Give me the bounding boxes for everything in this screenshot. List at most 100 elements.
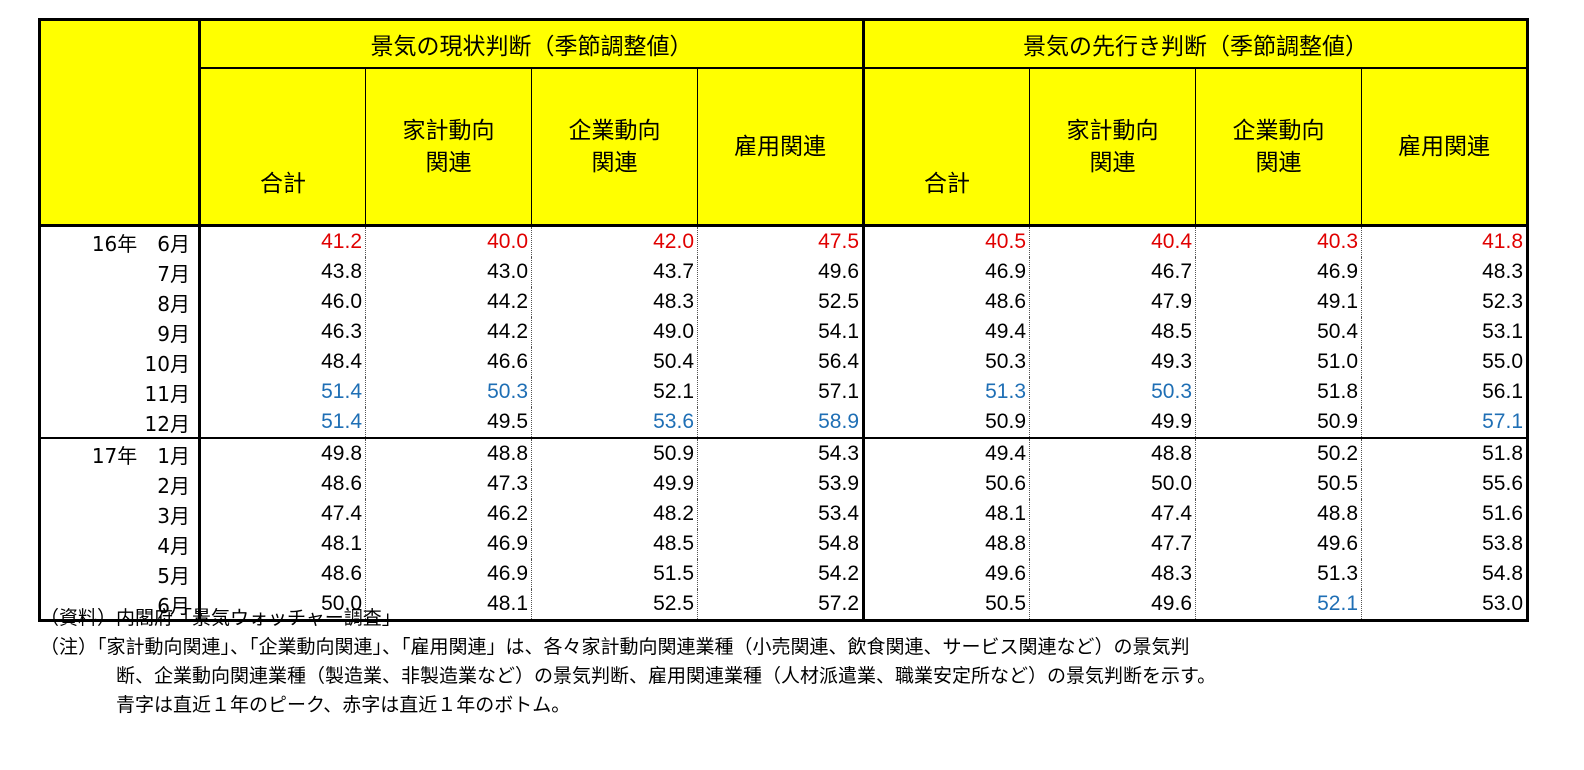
value-cell: 58.9	[697, 407, 864, 438]
table-row: 8月 46.0 44.2 48.3 52.5 48.6 47.9 49.1 52.3	[40, 287, 1528, 317]
value-cell: 54.1	[697, 317, 864, 347]
row-label: 11月	[144, 381, 190, 406]
value-cell: 44.2	[365, 287, 532, 317]
value-cell: 48.5	[1029, 317, 1196, 347]
value-cell: 53.6	[531, 407, 698, 438]
value-cell: 57.1	[697, 377, 864, 407]
row-label: 12月	[144, 411, 190, 436]
value-cell: 48.3	[531, 287, 698, 317]
note-line-2: 断、企業動向関連業種（製造業、非製造業など）の景気判断、雇用関連業種（人材派遣業…	[116, 665, 1217, 687]
note-line-1: （注）「家計動向関連」、「企業動向関連」、「雇用関連」は、各々家計動向関連業種（…	[40, 636, 1190, 658]
row-label: 10月	[144, 351, 190, 376]
table-row: 12月 51.4 49.5 53.6 58.9 50.9 49.9 50.9 57.1	[40, 407, 1528, 438]
source-note: （資料）内閣府「景気ウォッチャー調査」	[40, 607, 401, 629]
table-row: 3月 47.4 46.2 48.2 53.4 48.1 47.4 48.8 51.6	[40, 499, 1528, 529]
row-label: 16年 6月	[39, 224, 200, 257]
value-cell: 52.1	[531, 377, 698, 407]
value-cell: 46.2	[365, 499, 532, 529]
row-label: 5月	[157, 563, 190, 588]
row-label: 7月	[157, 261, 190, 286]
value-cell: 50.5	[1195, 469, 1362, 499]
note-line-3: 青字は直近１年のピーク、赤字は直近１年のボトム。	[116, 694, 571, 716]
header-current-employment: 雇用関連	[697, 68, 864, 226]
value-cell: 46.9	[862, 257, 1030, 287]
value-cell: 51.4	[198, 407, 366, 438]
value-cell: 42.0	[531, 224, 698, 257]
value-cell: 51.3	[1195, 559, 1362, 589]
value-cell: 51.3	[862, 377, 1030, 407]
value-cell: 56.4	[697, 347, 864, 377]
value-cell: 49.6	[862, 559, 1030, 589]
table-row: 16年 6月 41.2 40.0 42.0 47.5 40.5 40.4 40.3 41.8	[39, 224, 1528, 257]
value-cell: 56.1	[1361, 377, 1528, 407]
row-label: 2月	[157, 473, 190, 498]
value-cell: 53.4	[697, 499, 864, 529]
value-cell: 48.8	[365, 437, 532, 469]
value-cell: 47.9	[1029, 287, 1196, 317]
value-cell: 54.3	[697, 437, 864, 469]
header-current-household: 家計動向 関連	[365, 68, 532, 226]
value-cell: 53.9	[697, 469, 864, 499]
value-cell: 47.4	[1029, 499, 1196, 529]
value-cell: 48.8	[862, 529, 1030, 559]
value-cell: 43.0	[365, 257, 532, 287]
value-cell: 54.8	[697, 529, 864, 559]
value-cell: 52.5	[697, 287, 864, 317]
row-label: 8月	[157, 291, 190, 316]
notes: （資料）内閣府「景気ウォッチャー調査」 （注）「家計動向関連」、「企業動向関連」…	[40, 604, 1540, 720]
table-row: 6月 50.0 48.1 52.5 57.2 50.5 49.6 52.1 53.0	[40, 589, 1528, 621]
value-cell: 52.5	[531, 589, 698, 621]
table-row: 2月 48.6 47.3 49.9 53.9 50.6 50.0 50.5 55.6	[40, 469, 1528, 499]
value-cell: 48.5	[531, 529, 698, 559]
value-cell: 50.9	[531, 437, 698, 469]
header-outlook-employment: 雇用関連	[1361, 68, 1528, 226]
value-cell: 50.2	[1195, 437, 1362, 469]
value-cell: 51.5	[531, 559, 698, 589]
value-cell: 47.4	[198, 499, 366, 529]
value-cell: 55.6	[1361, 469, 1528, 499]
value-cell: 48.2	[531, 499, 698, 529]
value-cell: 53.0	[1361, 589, 1528, 621]
value-cell: 41.8	[1361, 224, 1528, 257]
value-cell: 41.2	[198, 224, 366, 257]
value-cell: 40.3	[1195, 224, 1362, 257]
header-outlook: 景気の先行き判断（季節調整値）	[862, 19, 1528, 69]
value-cell: 46.0	[198, 287, 366, 317]
value-cell: 48.4	[198, 347, 366, 377]
corner-cell	[39, 19, 200, 226]
value-cell: 49.6	[1029, 589, 1196, 621]
value-cell: 51.8	[1361, 437, 1528, 469]
value-cell: 46.7	[1029, 257, 1196, 287]
value-cell: 48.3	[1361, 257, 1528, 287]
header-outlook-corporate: 企業動向 関連	[1195, 68, 1362, 226]
table-row: 5月 48.6 46.9 51.5 54.2 49.6 48.3 51.3 54.8	[40, 559, 1528, 589]
value-cell: 47.5	[697, 224, 864, 257]
value-cell: 40.4	[1029, 224, 1196, 257]
value-cell: 46.6	[365, 347, 532, 377]
row-label: 17年 1月	[39, 437, 200, 469]
value-cell: 48.8	[1195, 499, 1362, 529]
row-label: 3月	[157, 503, 190, 528]
value-cell: 54.8	[1361, 559, 1528, 589]
value-cell: 51.8	[1195, 377, 1362, 407]
value-cell: 40.5	[862, 224, 1030, 257]
value-cell: 47.3	[365, 469, 532, 499]
value-cell: 53.8	[1361, 529, 1528, 559]
economy-watchers-table: 景気の現状判断（季節調整値） 景気の先行き判断（季節調整値） 合計 家計動向 関…	[38, 18, 1529, 622]
value-cell: 48.1	[862, 499, 1030, 529]
table-row: 10月 48.4 46.6 50.4 56.4 50.3 49.3 51.0 55.0	[40, 347, 1528, 377]
value-cell: 49.9	[531, 469, 698, 499]
header-current: 景気の現状判断（季節調整値）	[198, 19, 864, 69]
value-cell: 44.2	[365, 317, 532, 347]
value-cell: 57.1	[1361, 407, 1528, 438]
value-cell: 47.7	[1029, 529, 1196, 559]
value-cell: 50.6	[862, 469, 1030, 499]
value-cell: 50.0	[1029, 469, 1196, 499]
value-cell: 50.9	[1195, 407, 1362, 438]
value-cell: 46.9	[365, 559, 532, 589]
header-outlook-household: 家計動向 関連	[1029, 68, 1196, 226]
value-cell: 52.1	[1195, 589, 1362, 621]
row-label: 9月	[157, 321, 190, 346]
value-cell: 50.9	[862, 407, 1030, 438]
value-cell: 49.1	[1195, 287, 1362, 317]
